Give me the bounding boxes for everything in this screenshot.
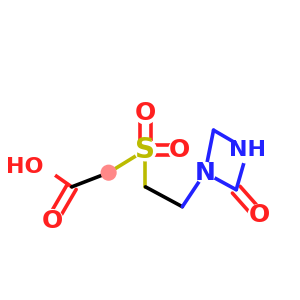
Circle shape bbox=[135, 102, 156, 124]
Circle shape bbox=[195, 163, 215, 183]
Text: S: S bbox=[136, 136, 155, 164]
Text: O: O bbox=[169, 138, 190, 162]
Text: O: O bbox=[248, 203, 269, 227]
Text: O: O bbox=[135, 101, 156, 125]
Text: HO: HO bbox=[6, 157, 43, 177]
Circle shape bbox=[30, 153, 57, 181]
Circle shape bbox=[40, 210, 63, 232]
Circle shape bbox=[235, 137, 261, 163]
Text: N: N bbox=[195, 161, 215, 185]
Circle shape bbox=[248, 204, 270, 226]
Text: O: O bbox=[41, 209, 62, 233]
Circle shape bbox=[135, 139, 156, 161]
Text: NH: NH bbox=[229, 140, 266, 160]
Circle shape bbox=[169, 139, 190, 161]
Circle shape bbox=[101, 165, 116, 180]
